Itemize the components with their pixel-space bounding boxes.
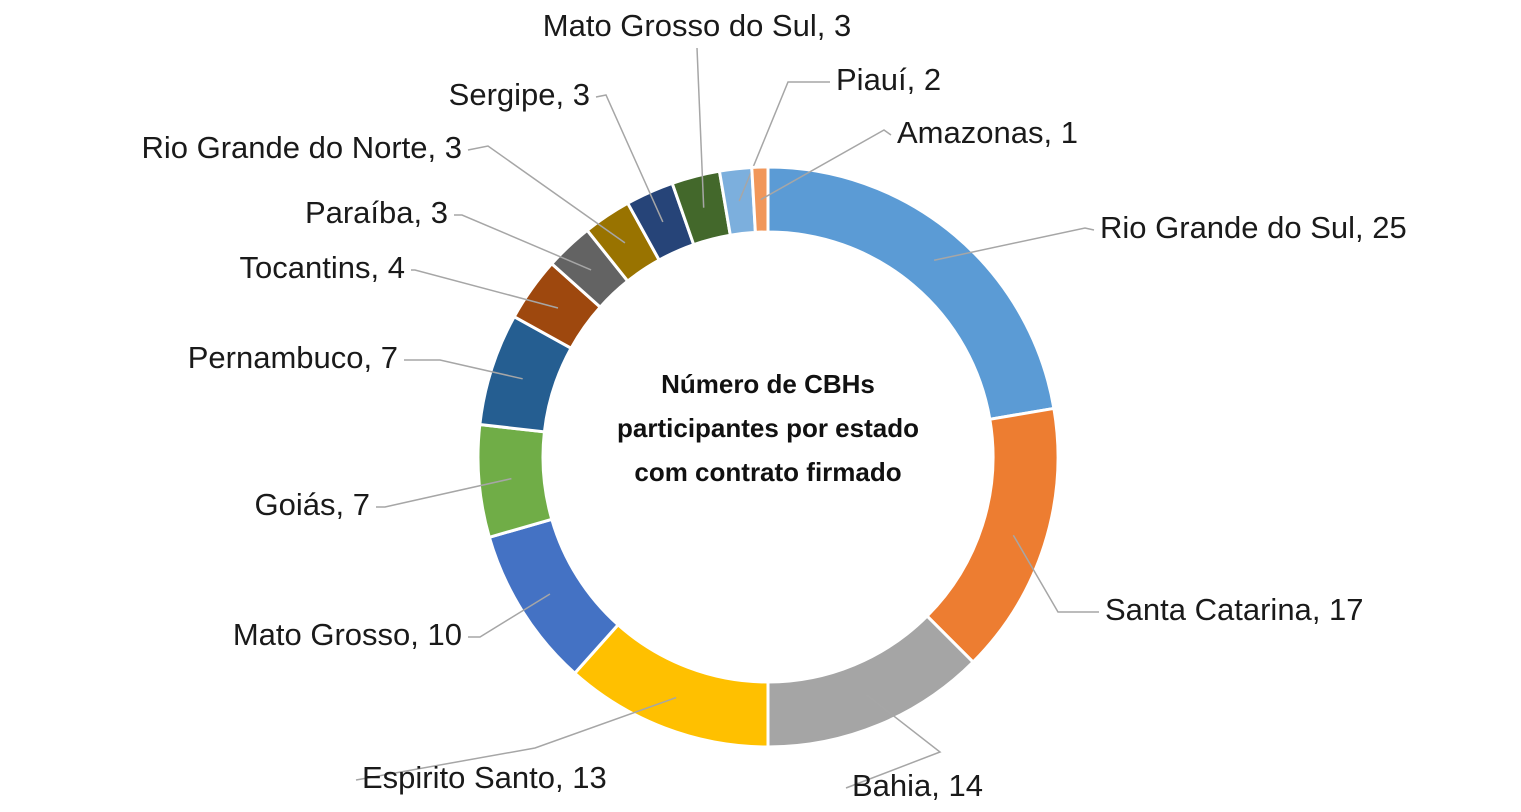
data-label: Santa Catarina, 17 bbox=[1105, 592, 1364, 627]
data-label: Mato Grosso do Sul, 3 bbox=[543, 8, 851, 43]
data-label: Sergipe, 3 bbox=[449, 77, 590, 112]
data-label-value: 17 bbox=[1329, 592, 1363, 627]
leader-line bbox=[760, 129, 892, 201]
data-label-value: 7 bbox=[353, 487, 370, 522]
data-label: Goiás, 7 bbox=[255, 487, 370, 522]
data-label-category: Rio Grande do Norte bbox=[141, 130, 427, 165]
data-label-value: 13 bbox=[572, 760, 606, 795]
leader-line bbox=[738, 81, 830, 202]
data-label-value: 14 bbox=[949, 768, 983, 803]
data-label-value: 3 bbox=[573, 77, 590, 112]
data-label: Bahia, 14 bbox=[852, 768, 983, 803]
donut-segment bbox=[750, 165, 770, 234]
leader-line bbox=[404, 359, 523, 380]
data-label-value: 7 bbox=[381, 340, 398, 375]
data-label: Mato Grosso, 10 bbox=[233, 617, 462, 652]
data-label-value: 3 bbox=[834, 8, 851, 43]
data-label-category: Bahia bbox=[852, 768, 932, 803]
donut-segment bbox=[476, 422, 554, 540]
leader-line bbox=[454, 214, 592, 271]
leader-line bbox=[1012, 534, 1099, 613]
leader-line bbox=[595, 94, 664, 223]
leader-line bbox=[355, 696, 677, 781]
data-label: Rio Grande do Sul, 25 bbox=[1100, 210, 1407, 245]
donut-segment bbox=[924, 406, 1060, 665]
data-label: Paraíba, 3 bbox=[305, 195, 448, 230]
data-label: Piauí, 2 bbox=[836, 62, 941, 97]
data-label-category: Mato Grosso do Sul bbox=[543, 8, 817, 43]
data-label-value: 25 bbox=[1372, 210, 1406, 245]
data-label-category: Pernambuco bbox=[188, 340, 364, 375]
leader-line bbox=[411, 269, 559, 309]
data-label-category: Tocantins bbox=[240, 250, 371, 285]
leader-line bbox=[467, 145, 626, 244]
data-label-value: 3 bbox=[431, 195, 448, 230]
data-label-category: Goiás bbox=[255, 487, 336, 522]
data-label-category: Rio Grande do Sul bbox=[1100, 210, 1355, 245]
data-label: Amazonas, 1 bbox=[897, 115, 1078, 150]
leader-line bbox=[696, 47, 705, 208]
data-label: Espirito Santo, 13 bbox=[362, 760, 607, 795]
data-label-value: 1 bbox=[1061, 115, 1078, 150]
leader-line bbox=[933, 227, 1095, 261]
donut-segment bbox=[572, 622, 770, 749]
data-label-category: Paraíba bbox=[305, 195, 414, 230]
chart-title: Número de CBHs participantes por estado … bbox=[617, 369, 919, 487]
data-label-category: Espirito Santo bbox=[362, 760, 555, 795]
data-label-category: Mato Grosso bbox=[233, 617, 410, 652]
data-label: Tocantins, 4 bbox=[240, 250, 405, 285]
data-label-category: Santa Catarina bbox=[1105, 592, 1313, 627]
data-label-value: 4 bbox=[388, 250, 405, 285]
data-label-category: Sergipe bbox=[449, 77, 556, 112]
data-label-category: Amazonas bbox=[897, 115, 1043, 150]
data-label-category: Piauí bbox=[836, 62, 907, 97]
leader-line bbox=[468, 593, 551, 638]
donut-segment bbox=[766, 613, 976, 749]
data-label-value: 10 bbox=[428, 617, 462, 652]
data-label: Rio Grande do Norte, 3 bbox=[141, 130, 462, 165]
leader-line bbox=[376, 477, 512, 508]
data-label-value: 2 bbox=[924, 62, 941, 97]
leader-line bbox=[845, 694, 942, 789]
data-label-value: 3 bbox=[445, 130, 462, 165]
data-label: Pernambuco, 7 bbox=[188, 340, 398, 375]
